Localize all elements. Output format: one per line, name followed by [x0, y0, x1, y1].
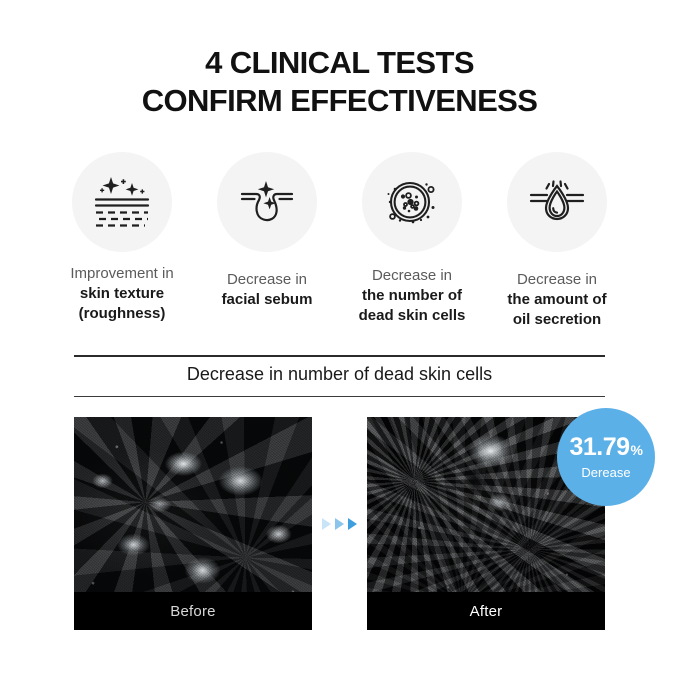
benefit-item-oil-secretion: Decrease in the amount of oil secretion: [487, 152, 627, 330]
oil-droplet-skin-icon: [529, 180, 585, 221]
icon-circle-facial-sebum: [217, 152, 317, 252]
benefit-caption-dead-skin-cells: Decrease in the number of dead skin cell…: [359, 266, 466, 326]
benefit-caption-oil-secretion: Decrease in the amount of oil secretion: [507, 270, 606, 330]
benefit-line-1: Improvement in: [70, 265, 174, 282]
icon-circle-dead-skin-cells: [362, 152, 462, 252]
benefit-caption-skin-texture: Improvement in skin texture (roughness): [70, 264, 173, 324]
title-line-1: 4 CLINICAL TESTS: [205, 45, 474, 80]
badge-value-row: 31.79%: [569, 432, 643, 464]
divider-top: [74, 355, 605, 357]
icon-circle-oil-secretion: [507, 152, 607, 252]
before-image-panel: Before: [74, 417, 312, 630]
benefit-item-skin-texture: Improvement in skin texture (roughness): [52, 152, 192, 324]
badge-subtitle: Derease: [581, 464, 631, 480]
after-label-text: After: [469, 602, 503, 620]
before-label-bar: Before: [74, 592, 312, 630]
benefit-line-1: Decrease in: [516, 271, 598, 288]
benefit-line-1: Decrease in: [226, 271, 308, 288]
result-badge: 31.79% Derease: [557, 408, 655, 506]
before-label-text: Before: [170, 602, 216, 620]
benefit-line-2: the amount of: [507, 291, 607, 308]
benefit-line-1: Decrease in: [371, 267, 453, 284]
benefit-line-3: oil secretion: [512, 311, 602, 328]
title-line-2: CONFIRM EFFECTIVENESS: [141, 83, 538, 118]
transition-arrows: [312, 514, 367, 534]
sparkle-skin-lines-icon: [94, 177, 150, 227]
benefit-item-dead-skin-cells: Decrease in the number of dead skin cell…: [342, 152, 482, 326]
page-title: 4 CLINICAL TESTS CONFIRM EFFECTIVENESS: [0, 44, 679, 120]
benefit-line-2: the number of: [361, 287, 462, 304]
arrow-right-icon-1: [322, 518, 331, 530]
benefit-line-3: dead skin cells: [358, 307, 466, 324]
benefits-row: Improvement in skin texture (roughness) …: [52, 152, 627, 330]
benefit-caption-facial-sebum: Decrease in facial sebum: [222, 270, 313, 310]
benefit-line-2: skin texture: [79, 285, 165, 302]
comparison-heading: Decrease in number of dead skin cells: [186, 364, 493, 384]
badge-percent-value: 31.79: [569, 432, 630, 461]
after-label-bar: After: [367, 592, 605, 630]
arrow-right-icon-2: [335, 518, 344, 530]
icon-circle-skin-texture: [72, 152, 172, 252]
arrow-right-icon-3: [348, 518, 357, 530]
divider-bottom: [74, 396, 605, 397]
cell-dots-circle-icon: [387, 181, 435, 224]
pore-sparkle-icon: [240, 181, 294, 222]
benefit-item-facial-sebum: Decrease in facial sebum: [197, 152, 337, 310]
benefit-line-3: (roughness): [78, 305, 166, 322]
badge-percent-sign: %: [630, 441, 643, 458]
before-after-comparison: Before After: [74, 417, 605, 630]
benefit-line-2: facial sebum: [221, 291, 313, 308]
after-image-panel: After: [367, 417, 605, 630]
